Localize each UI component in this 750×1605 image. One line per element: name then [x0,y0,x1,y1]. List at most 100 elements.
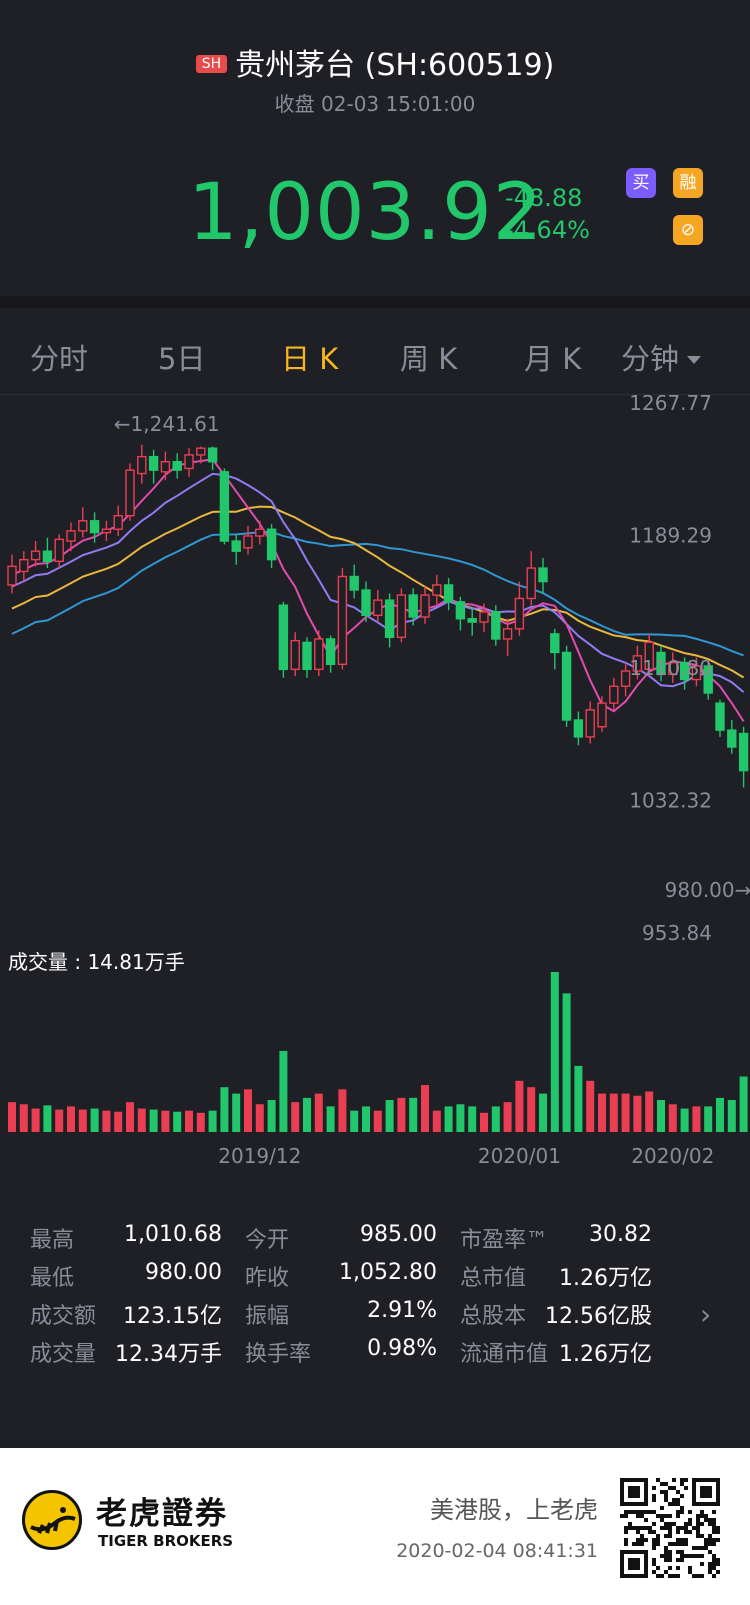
candle-body [443,584,454,603]
candle-body [420,594,430,618]
volume-bar [102,1110,111,1132]
margin-icon[interactable]: 融 [673,168,703,198]
volume-bar [385,1100,394,1132]
volume-bar [8,1102,16,1132]
stock-name: 贵州茅台 (SH:600519) [235,48,555,83]
volume-bar [314,1093,323,1132]
stat-value: 12.34万手 [115,1342,222,1367]
candle-body [550,633,560,654]
candle-body [491,611,501,640]
tab-weekly-k[interactable]: 周 K [400,342,458,376]
candle-body [207,447,218,463]
volume-bar [161,1110,170,1132]
tab-5day[interactable]: 5日 [158,342,206,376]
candle-body [89,520,100,534]
candle-body [585,709,595,738]
y-axis-label: 953.84 [642,921,712,945]
stat-value: 0.98% [367,1336,437,1361]
candle-body [325,638,336,665]
volume-bar [362,1106,370,1132]
candle-body [219,471,230,542]
volume-bar [208,1110,217,1132]
candle-body [396,594,407,638]
volume-bar [67,1106,75,1132]
candle-body [668,661,678,676]
candle-body [479,611,489,623]
volume-bar [31,1108,40,1132]
candle-body [7,565,17,586]
candle-body [314,638,324,671]
volume-bar [373,1110,382,1132]
candle-body [432,584,442,596]
volume-bar [19,1104,28,1132]
volume-bar [527,1087,536,1132]
volume-bar [114,1111,123,1132]
stat-label: 昨收 [245,1266,290,1291]
volume-label: 成交量 : 14.81万手 [8,950,185,974]
volume-bar [574,1065,583,1132]
stock-title: SH 贵州茅台 (SH:600519) [0,40,750,84]
volume-bar [727,1100,736,1132]
candle-body [231,540,241,552]
stat-label: 总市值 [460,1266,527,1291]
tab-monthly-k[interactable]: 月 K [524,342,582,376]
candle-body [172,461,182,471]
candle-body [514,597,525,630]
candle-body [19,558,29,573]
chevron-right-icon[interactable]: › [700,1298,712,1331]
volume-bar [645,1091,654,1132]
volume-bar [444,1106,453,1132]
tab-intraday[interactable]: 分时 [30,342,89,376]
candle-body [691,665,702,681]
volume-bar [137,1108,146,1132]
stat-label: 振幅 [245,1304,290,1329]
y-axis-label: 1032.32 [629,789,712,813]
candle-body [573,719,584,738]
brand-name: 老虎證券 [96,1496,228,1532]
candle-body [455,601,466,620]
volume-bar [503,1102,512,1132]
buy-icon[interactable]: 买 [626,168,656,198]
volume-bar [704,1106,713,1132]
volume-bar [326,1106,335,1132]
tab-minute[interactable]: 分钟 [621,336,702,378]
volume-bar [515,1080,524,1132]
low-annotation: 980.00→ [665,878,750,902]
stat-label: 总股本 [460,1304,527,1329]
y-axis-label: 1189.29 [629,523,712,547]
candle-body [290,639,300,671]
candle-body [597,702,607,728]
stat-label: 今开 [245,1228,290,1253]
volume-bar [126,1102,134,1132]
volume-bar [468,1106,477,1132]
high-annotation: ←1,241.61 [114,412,220,436]
qr-code-icon [620,1478,720,1578]
candle-body [538,567,548,583]
stat-label: 最低 [30,1266,75,1291]
stat-label: 换手率 [245,1342,312,1367]
slogan: 美港股，上老虎 [430,1496,598,1524]
volume-bar [491,1106,500,1132]
candle-body [184,454,194,470]
candle-body [738,732,749,772]
tab-daily-k[interactable]: 日 K [281,342,339,376]
stat-value: 123.15亿 [123,1304,222,1329]
candle-body [243,535,253,549]
volume-bar [291,1102,300,1132]
volume-bar [267,1100,276,1132]
volume-bar [55,1109,64,1132]
candle-body [703,665,713,694]
quote-stats[interactable]: 最高 1,010.68 今开 985.00 市盈率™ 30.82 最低 980.00 昨收 1,0… [0,1222,750,1432]
candle-body [255,528,265,537]
volume-bar [409,1097,418,1132]
volume-bar [185,1110,193,1132]
kline-chart[interactable]: 1267.77 1189.29 1110.80 1032.32 953.84 ←1,24… [0,395,750,1195]
volume-bar [255,1104,264,1132]
market-status: 收盘 02-03 15:01:00 [274,92,476,116]
stat-label: 成交量 [30,1342,97,1367]
price-change-percent: -4.64% [505,216,590,244]
volume-bar [397,1097,406,1132]
quote-header: SH 贵州茅台 (SH:600519) 收盘 02-03 15:01:00 1,0… [0,0,750,296]
y-axis-label: 1267.77 [629,395,712,415]
no-short-icon[interactable]: ⊘ [673,215,703,245]
